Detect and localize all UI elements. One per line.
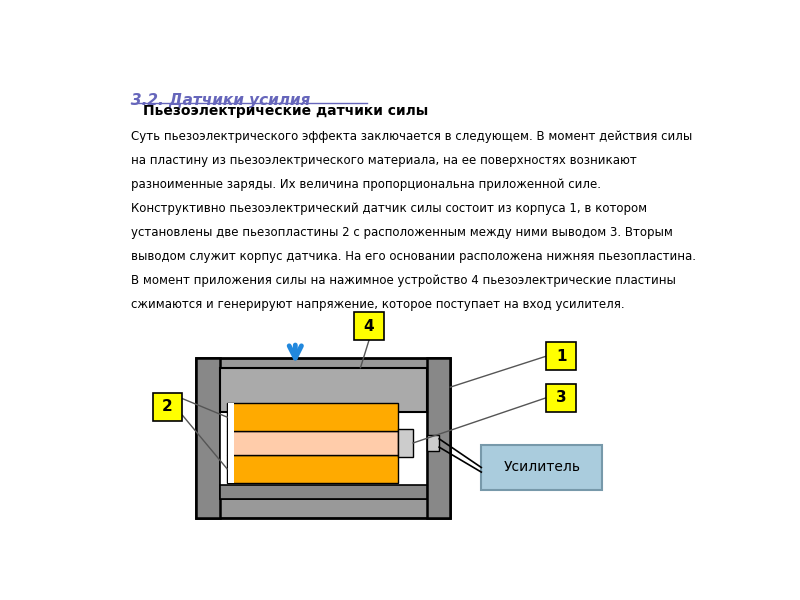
Bar (426, 358, 450, 518)
Bar (227, 403, 398, 431)
Bar (220, 368, 426, 412)
Bar (227, 455, 398, 483)
Text: выводом служит корпус датчика. На его основании расположена нижняя пьезопластина: выводом служит корпус датчика. На его ос… (131, 250, 696, 263)
Text: 1: 1 (556, 349, 566, 364)
Bar (546, 384, 576, 412)
Text: Конструктивно пьезоэлектрический датчик силы состоит из корпуса 1, в котором: Конструктивно пьезоэлектрический датчик … (131, 202, 647, 215)
Text: 4: 4 (364, 319, 374, 334)
Text: на пластину из пьезоэлектрического материала, на ее поверхностях возникают: на пластину из пьезоэлектрического матер… (131, 154, 637, 167)
Text: В момент приложения силы на нажимное устройство 4 пьезоэлектрические пластины: В момент приложения силы на нажимное уст… (131, 274, 676, 287)
Text: 2: 2 (162, 400, 173, 415)
Bar (220, 485, 426, 499)
Text: Усилитель: Усилитель (503, 460, 580, 475)
Text: Суть пьезоэлектрического эффекта заключается в следующем. В момент действия силы: Суть пьезоэлектрического эффекта заключа… (131, 130, 692, 143)
Bar (228, 403, 234, 483)
Bar (227, 431, 398, 455)
Text: 3.2. Датчики усилия: 3.2. Датчики усилия (131, 93, 310, 108)
Text: сжимаются и генерируют напряжение, которое поступает на вход усилителя.: сжимаются и генерируют напряжение, котор… (131, 298, 625, 311)
Bar (546, 342, 576, 370)
Bar (398, 429, 413, 457)
Bar (426, 434, 439, 451)
Text: 3: 3 (556, 390, 566, 405)
Text: Пьезоэлектрические датчики силы: Пьезоэлектрические датчики силы (143, 104, 429, 118)
Bar (354, 312, 384, 340)
Bar (196, 358, 450, 518)
Bar (196, 358, 220, 518)
Text: разноименные заряды. Их величина пропорциональна приложенной силе.: разноименные заряды. Их величина пропорц… (131, 178, 601, 191)
Bar (482, 445, 602, 490)
Text: установлены две пьезопластины 2 с расположенным между ними выводом 3. Вторым: установлены две пьезопластины 2 с распол… (131, 226, 673, 239)
Bar (220, 368, 426, 499)
Bar (153, 393, 182, 421)
